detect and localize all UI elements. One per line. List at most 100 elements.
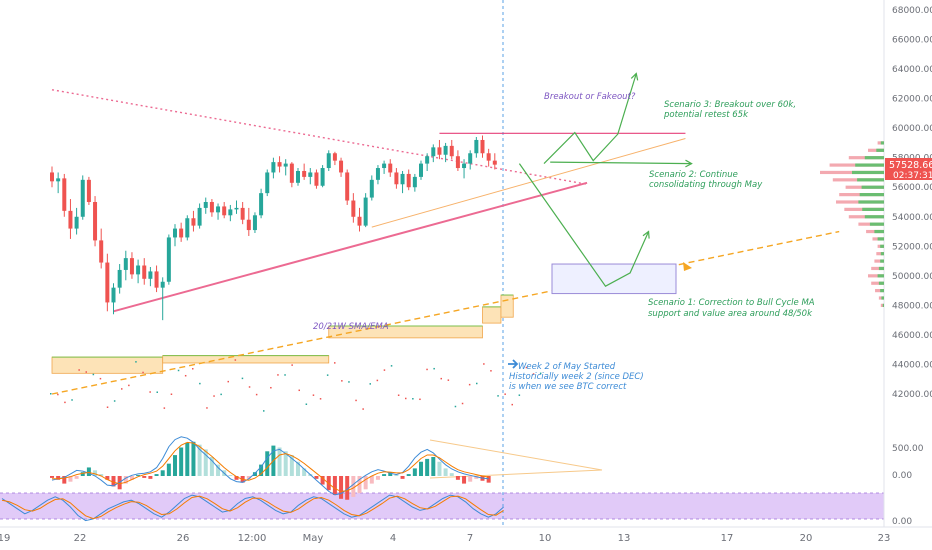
histogram-bar xyxy=(449,473,454,476)
indicator-dot xyxy=(50,393,52,395)
candle-body xyxy=(105,262,110,303)
histogram-bar xyxy=(216,464,221,476)
candle-body xyxy=(173,228,177,238)
candle-body xyxy=(50,172,54,182)
histogram-bar xyxy=(209,457,214,476)
candle-body xyxy=(455,156,460,169)
candle-body xyxy=(191,218,196,226)
histogram-bar xyxy=(486,476,491,483)
candle-body xyxy=(203,202,208,208)
histogram-bar xyxy=(80,472,85,476)
indicator-dot xyxy=(192,368,194,370)
indicator-dot xyxy=(440,377,442,380)
signal-line xyxy=(52,441,489,492)
volume-profile-sell-bar xyxy=(871,281,884,285)
volume-profile xyxy=(820,141,884,307)
candle-body xyxy=(271,162,276,173)
candle-body xyxy=(246,219,251,231)
indicator-dot xyxy=(426,368,428,371)
histogram-bar xyxy=(400,476,405,479)
week-note-line1: Week 2 of May Started xyxy=(518,362,616,372)
candle-body xyxy=(148,271,153,279)
volume-profile-buy-bar xyxy=(864,156,884,160)
price-tick-label: 54000.00 xyxy=(892,213,932,223)
indicator-dot xyxy=(135,361,137,363)
indicator-dot xyxy=(170,393,173,395)
histogram-bar xyxy=(406,474,411,476)
volume-profile-buy-bar xyxy=(878,266,884,271)
ascending-support-line xyxy=(113,181,588,313)
indicator-dot xyxy=(106,406,109,408)
histogram-bar xyxy=(289,455,294,476)
week-note-line2: Historicially week 2 (since DEC) xyxy=(509,372,644,382)
candle-body xyxy=(345,172,350,201)
time-tick-label: 10 xyxy=(539,533,552,544)
projection-arrow xyxy=(683,262,692,271)
volume-profile-buy-bar xyxy=(878,281,884,285)
histogram-bar xyxy=(431,457,436,476)
price-tick-label: 48000.00 xyxy=(892,301,932,311)
indicator-dot xyxy=(490,370,492,372)
annotations: Breakout or Fakeout? Scenario 3: Breakou… xyxy=(313,92,815,392)
candle-body xyxy=(449,145,454,157)
indicator-dot xyxy=(355,399,357,402)
indicator-dot xyxy=(447,379,450,381)
price-tick-label: 42000.00 xyxy=(892,390,932,400)
price-tick-label: 64000.00 xyxy=(892,65,932,75)
indicator-dot xyxy=(326,374,329,376)
candle-body xyxy=(136,265,141,275)
indicator-dot xyxy=(348,381,350,383)
indicator-dot xyxy=(483,363,485,365)
histogram-bar xyxy=(314,476,319,479)
indicator-dot xyxy=(468,383,471,386)
indicator-dot xyxy=(270,386,272,389)
histogram-bar xyxy=(173,455,177,476)
indicator-dot xyxy=(57,393,59,396)
candle-body xyxy=(486,153,491,161)
histogram-bar xyxy=(105,476,110,480)
candle-body xyxy=(68,210,73,229)
indicator-dot xyxy=(504,393,506,395)
scenario-3-path-arrowhead xyxy=(630,72,639,81)
histogram-bar xyxy=(339,476,344,499)
price-axis: 68000.00 66000.00 64000.00 62000.00 60000.00… xyxy=(892,6,932,527)
indicator-dot xyxy=(319,398,322,400)
indicator-dot xyxy=(234,359,237,361)
candle-body xyxy=(166,237,171,282)
histogram-bar xyxy=(375,476,380,480)
time-tick-label: 20 xyxy=(800,533,813,544)
indicator-dot xyxy=(220,393,222,396)
candle-body xyxy=(369,179,374,198)
candle-body xyxy=(394,172,399,185)
scenario-3-path xyxy=(543,73,637,165)
indicator-dot xyxy=(227,380,229,383)
histogram-bar xyxy=(425,458,430,476)
candle-body xyxy=(240,207,245,220)
candle-body xyxy=(277,162,282,167)
volume-profile-sell-bar xyxy=(880,303,884,307)
volume-profile-sell-bar xyxy=(871,266,884,271)
time-tick-label: 26 xyxy=(177,533,190,544)
candle-body xyxy=(326,153,331,169)
histogram-bar xyxy=(74,476,79,479)
orange-trendline xyxy=(371,138,686,228)
volume-profile-sell-bar xyxy=(874,259,884,263)
indicator-dot xyxy=(433,367,435,370)
scenario-1-path-arrowhead xyxy=(642,230,650,239)
indicator-dot xyxy=(177,369,180,372)
candles xyxy=(50,135,497,321)
price-tick-label: 50000.00 xyxy=(892,272,932,282)
candle-body xyxy=(474,139,479,154)
histogram-bar xyxy=(302,468,307,476)
histogram-bar xyxy=(265,451,270,476)
ma-band-step xyxy=(162,355,330,364)
histogram xyxy=(50,436,491,500)
histogram-bar xyxy=(197,444,202,476)
histogram-bar xyxy=(320,476,325,485)
stochastic xyxy=(1,494,504,522)
time-tick-label: 7 xyxy=(467,533,473,544)
volume-profile-buy-bar xyxy=(869,222,884,226)
histogram-bar xyxy=(234,476,239,480)
stochastic-zone xyxy=(0,493,884,519)
